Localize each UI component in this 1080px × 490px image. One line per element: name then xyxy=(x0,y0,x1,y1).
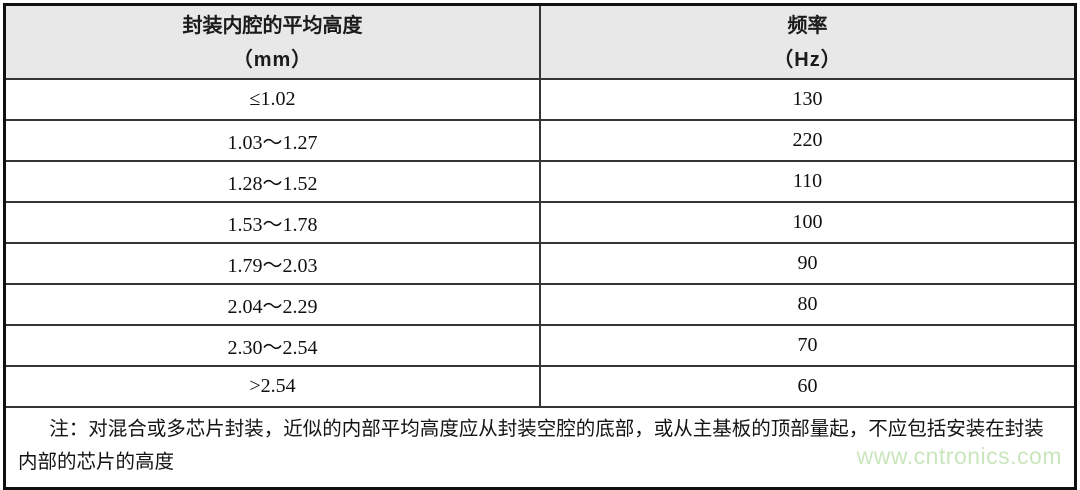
height-range-cell: 2.30～2.54 xyxy=(3,324,541,367)
table-note: 注：对混合或多芯片封装，近似的内部平均高度应从封装空腔的底部，或从主基板的顶部量… xyxy=(18,419,1044,473)
height-range-cell: >2.54 xyxy=(3,365,541,408)
frequency-cell: 110 xyxy=(539,160,1077,203)
frequency-cell: 80 xyxy=(539,283,1077,326)
height-range-cell: ≤1.02 xyxy=(3,78,541,121)
height-range-cell: 2.04～2.29 xyxy=(3,283,541,326)
height-range-cell: 1.28～1.52 xyxy=(3,160,541,203)
frequency-cell: 220 xyxy=(539,119,1077,162)
col-header-height-unit: （mm） xyxy=(232,49,313,71)
table-note-cell: 注：对混合或多芯片封装，近似的内部平均高度应从封装空腔的底部，或从主基板的顶部量… xyxy=(3,406,1077,490)
frequency-cell: 70 xyxy=(539,324,1077,367)
frequency-cell: 100 xyxy=(539,201,1077,244)
height-range-cell: 1.03～1.27 xyxy=(3,119,541,162)
header-row: 封装内腔的平均高度 （mm） 频率 （Hz） xyxy=(3,3,1077,80)
frequency-height-table: 封装内腔的平均高度 （mm） 频率 （Hz） ≤1.02 130 1.03～1.… xyxy=(3,3,1077,490)
table-row: 1.03～1.27 220 xyxy=(3,119,1077,162)
table-row: 2.04～2.29 80 xyxy=(3,283,1077,326)
note-row: 注：对混合或多芯片封装，近似的内部平均高度应从封装空腔的底部，或从主基板的顶部量… xyxy=(3,406,1077,490)
height-range-cell: 1.53～1.78 xyxy=(3,201,541,244)
table-row: ≤1.02 130 xyxy=(3,78,1077,121)
table-row: 1.79～2.03 90 xyxy=(3,242,1077,285)
height-range-cell: 1.79～2.03 xyxy=(3,242,541,285)
col-header-height: 封装内腔的平均高度 （mm） xyxy=(3,3,541,80)
table-row: 1.28～1.52 110 xyxy=(3,160,1077,203)
frequency-cell: 130 xyxy=(539,78,1077,121)
col-header-frequency-unit: （Hz） xyxy=(773,49,842,71)
frequency-cell: 60 xyxy=(539,365,1077,408)
table-row: 1.53～1.78 100 xyxy=(3,201,1077,244)
frequency-cell: 90 xyxy=(539,242,1077,285)
table-row: >2.54 60 xyxy=(3,365,1077,408)
table-row: 2.30～2.54 70 xyxy=(3,324,1077,367)
col-header-frequency-title: 频率 xyxy=(787,15,828,37)
col-header-height-title: 封装内腔的平均高度 xyxy=(182,15,363,37)
col-header-frequency: 频率 （Hz） xyxy=(539,3,1077,80)
